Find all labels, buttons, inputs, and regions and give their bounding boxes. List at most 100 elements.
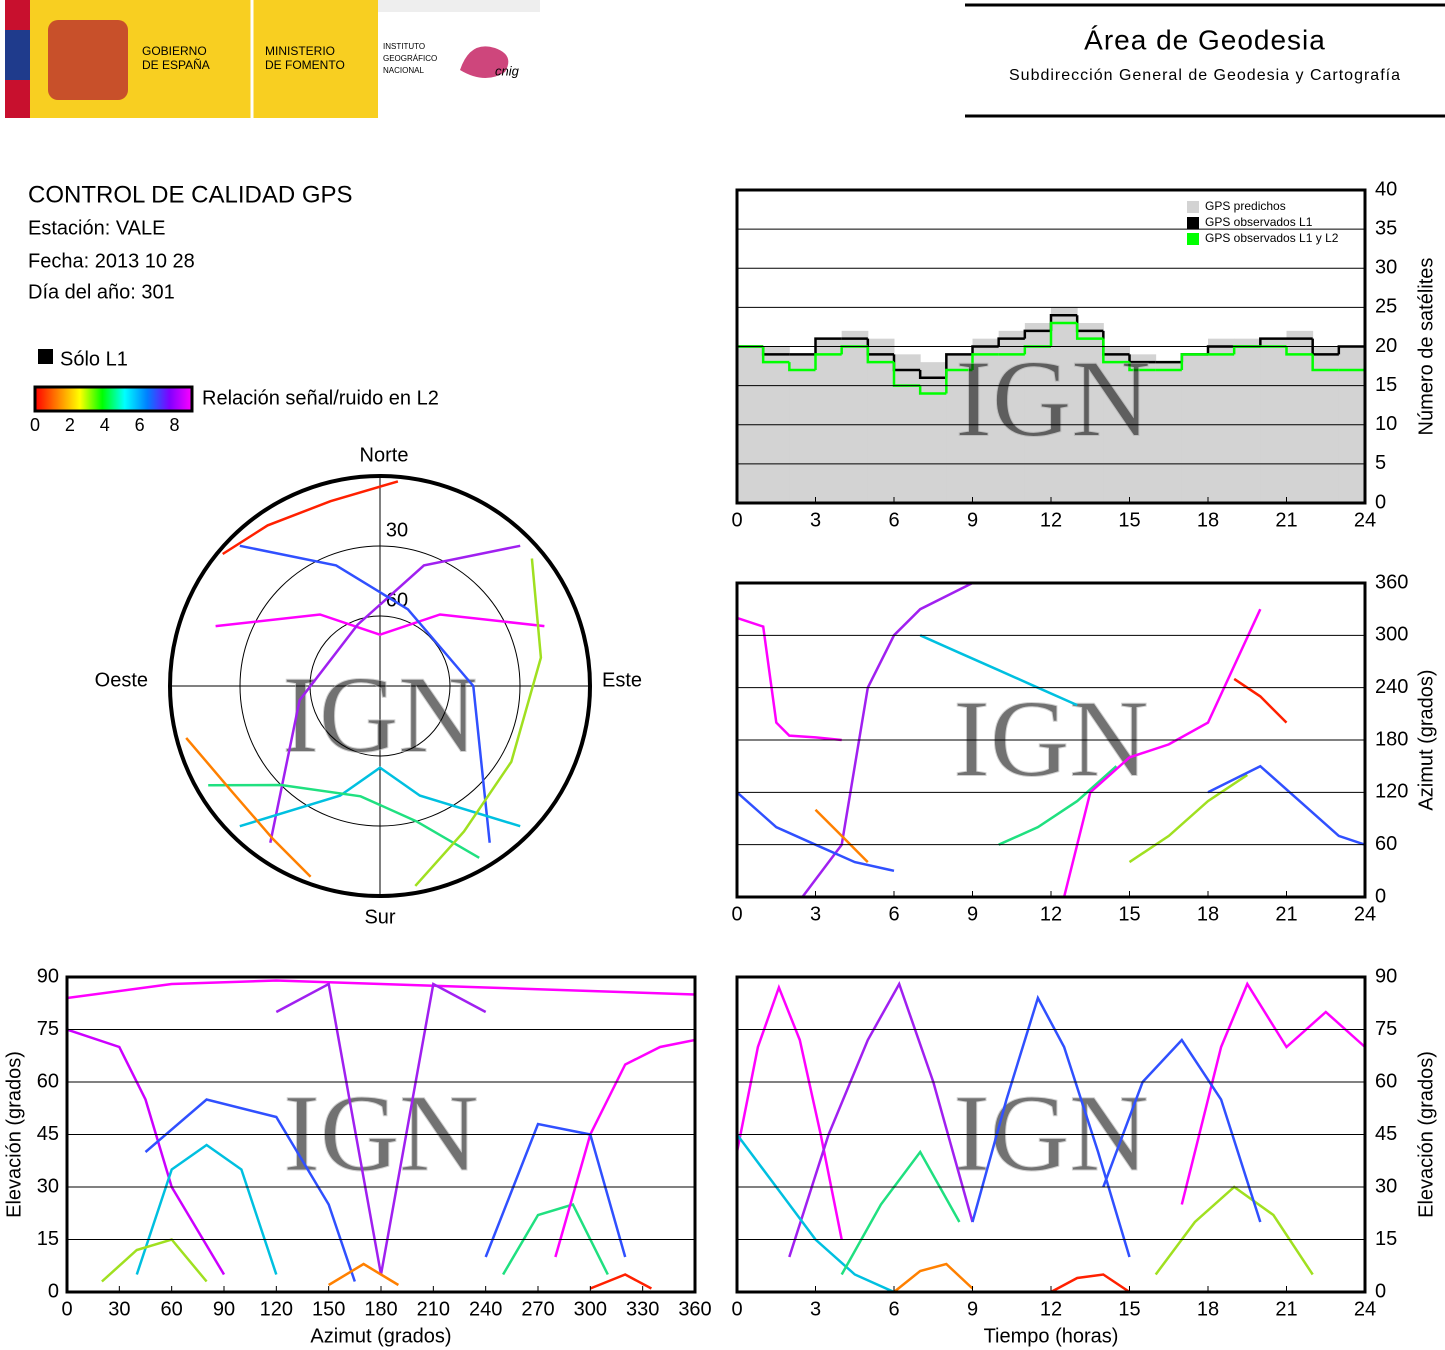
line-step — [1259, 337, 1287, 347]
y-tick-label: 45 — [1375, 1123, 1397, 1145]
x-tick-label: 18 — [1197, 509, 1219, 531]
line-step — [761, 346, 790, 364]
y-tick-label: 60 — [1375, 1070, 1397, 1092]
watermark: IGN — [953, 1072, 1149, 1194]
line-step — [971, 353, 999, 370]
y-tick-label: 30 — [1375, 257, 1397, 279]
x-tick-label: 270 — [521, 1298, 554, 1320]
y-tick-label: 60 — [1375, 833, 1397, 855]
y-axis-title: Elevación (grados) — [1415, 1051, 1437, 1218]
x-tick-label: 12 — [1040, 903, 1062, 925]
y-tick-label: 0 — [1375, 491, 1386, 513]
cnig-logo — [460, 46, 509, 79]
chart: IGN 0 15 30 45 60 75 90 0 3 6 9 12 15 18 21 24 Tiempo (ho… — [731, 965, 1437, 1347]
satellite-track — [737, 791, 895, 873]
logo-text: GEOGRÁFICO — [383, 54, 437, 63]
x-tick-label: 21 — [1275, 1298, 1297, 1320]
y-tick-label: 240 — [1375, 676, 1408, 698]
logo-band — [378, 0, 540, 12]
satellite-track — [998, 765, 1118, 846]
legend-label: GPS predichos — [1205, 199, 1286, 213]
legend-label: GPS observados L1 y L2 — [1205, 231, 1339, 245]
area-step — [1234, 338, 1261, 503]
legend-label: Sólo L1 — [60, 348, 128, 370]
x-tick-label: 3 — [810, 903, 821, 925]
x-tick-label: 210 — [417, 1298, 450, 1320]
x-tick-label: 0 — [731, 1298, 742, 1320]
y-tick-label: 90 — [37, 965, 59, 987]
satellite-track — [1207, 764, 1365, 846]
line-step — [918, 369, 947, 380]
satellite-track — [737, 616, 842, 742]
y-tick-label: 45 — [37, 1123, 59, 1145]
area-step — [815, 338, 843, 503]
x-tick-label: 30 — [108, 1298, 130, 1320]
satellite-track — [893, 1262, 974, 1292]
y-tick-label: 40 — [1375, 178, 1397, 200]
area-step — [946, 354, 973, 503]
eu-strip — [5, 30, 30, 80]
logo-text: MINISTERIO — [265, 44, 335, 58]
y-tick-label: 30 — [37, 1175, 59, 1197]
line-step — [1023, 329, 1051, 339]
area-step — [1155, 362, 1183, 503]
satellite-track — [269, 544, 521, 843]
colorbar — [33, 385, 194, 413]
area-step — [867, 338, 895, 503]
y-tick-label: 120 — [1375, 781, 1408, 803]
y-tick-label: 10 — [1375, 413, 1397, 435]
colorbar-label: Relación señal/ruido en L2 — [202, 387, 439, 409]
report-info: Estación: VALE — [28, 217, 165, 239]
y-tick-label: 0 — [1375, 1280, 1386, 1302]
plot-frame — [65, 975, 697, 1294]
satellite-track — [589, 1273, 652, 1290]
legend-swatch — [38, 349, 53, 364]
area-step — [972, 338, 1000, 503]
line-step — [788, 362, 816, 372]
satellite-track — [135, 1143, 278, 1275]
satellite-track — [788, 980, 974, 1258]
x-tick-label: 0 — [61, 1298, 72, 1320]
y-axis-title: Número de satélites — [1415, 258, 1437, 436]
chart: IGN 0 60 120 180 240 300 360 0 3 6 9 12 15 18 21 24 Azimu… — [731, 571, 1437, 925]
satellite-track — [101, 1238, 208, 1283]
watermark: IGN — [955, 337, 1151, 459]
x-tick-label: 12 — [1040, 1298, 1062, 1320]
colorbar-tick-label: 4 — [100, 415, 110, 435]
y-tick-label: 35 — [1375, 217, 1397, 239]
satellite-track — [1050, 1273, 1131, 1292]
line-step — [814, 337, 842, 355]
satellite-track — [1102, 1037, 1262, 1223]
plot-frame — [735, 188, 1367, 505]
satellite-track — [1062, 608, 1262, 897]
area-step — [1077, 323, 1104, 503]
logo-text: NACIONAL — [383, 66, 424, 75]
y-tick-label: 180 — [1375, 728, 1408, 750]
x-tick-label: 21 — [1275, 509, 1297, 531]
x-tick-label: 24 — [1354, 903, 1376, 925]
y-tick-label: 20 — [1375, 335, 1397, 357]
x-tick-label: 240 — [469, 1298, 502, 1320]
legend-swatch — [1187, 233, 1199, 245]
area-step — [1051, 307, 1078, 503]
y-tick-label: 300 — [1375, 624, 1408, 646]
direction-label: Oeste — [95, 669, 148, 691]
direction-label: Sur — [364, 906, 395, 928]
satellite-track — [67, 1028, 226, 1276]
watermark: IGN — [953, 677, 1149, 799]
area-step — [1024, 323, 1052, 503]
satellite-track — [144, 1098, 356, 1282]
x-tick-label: 15 — [1118, 903, 1140, 925]
plot-area: IGN — [737, 980, 1365, 1292]
report-info: Día del año: 301 — [28, 281, 175, 303]
area-step — [789, 354, 816, 503]
x-axis-title: Tiempo (horas) — [984, 1325, 1119, 1347]
y-tick-label: 75 — [37, 1018, 59, 1040]
x-tick-label: 24 — [1354, 509, 1376, 531]
line-step — [1285, 346, 1313, 356]
satellite-track — [737, 1133, 895, 1292]
header-subtitle: Subdirección General de Geodesia y Carto… — [1009, 67, 1401, 84]
line-step — [1128, 362, 1156, 372]
x-tick-label: 3 — [810, 509, 821, 531]
